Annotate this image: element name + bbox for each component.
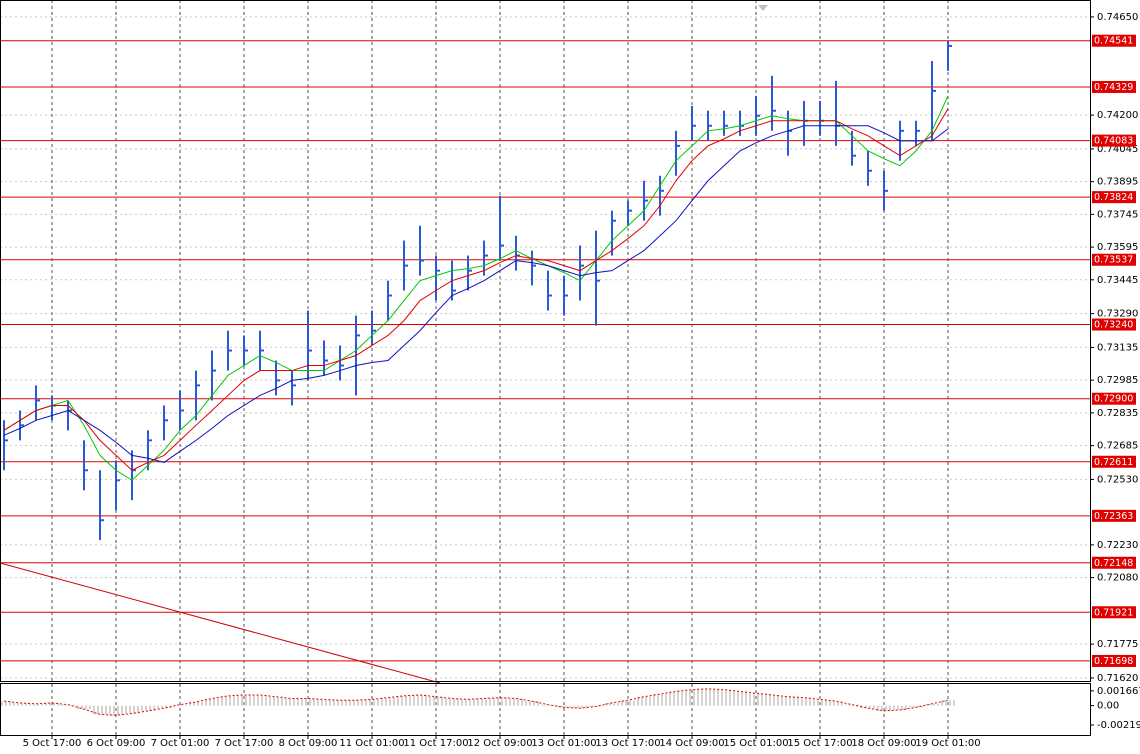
x-tick-label: 7 Oct 17:00 xyxy=(215,738,274,749)
y-tick-label: 0.74200 xyxy=(1097,110,1138,121)
moving-average xyxy=(3,95,949,481)
level-tag xyxy=(1092,509,1136,522)
oscillator-line xyxy=(3,688,949,716)
level-label: 0.74541 xyxy=(1094,36,1133,47)
level-label: 0.71921 xyxy=(1094,607,1133,618)
oscillator-frame xyxy=(0,683,1091,736)
y-tick-label: 0.71620 xyxy=(1097,673,1138,684)
y-tick-label: 0.72230 xyxy=(1097,540,1138,551)
y-tick-label: 0.72080 xyxy=(1097,573,1138,584)
level-tag xyxy=(1092,253,1136,266)
x-tick-label: 13 Oct 17:00 xyxy=(595,738,660,749)
scroll-marker xyxy=(758,5,768,11)
level-label: 0.73824 xyxy=(1094,192,1133,203)
x-tick-label: 14 Oct 09:00 xyxy=(659,738,724,749)
x-tick-label: 11 Oct 17:00 xyxy=(403,738,468,749)
y-tick-label: 0.73135 xyxy=(1097,342,1138,353)
level-tag xyxy=(1092,606,1136,619)
level-tag xyxy=(1092,654,1136,667)
x-tick-label: 15 Oct 17:00 xyxy=(787,738,852,749)
x-tick-label: 6 Oct 09:00 xyxy=(87,738,146,749)
level-tag xyxy=(1092,392,1136,405)
x-tick-label: 5 Oct 17:00 xyxy=(23,738,82,749)
level-tag xyxy=(1092,34,1136,47)
x-tick-label: 18 Oct 09:00 xyxy=(851,738,916,749)
level-tag xyxy=(1092,556,1136,569)
oscillator-tick-label: 0.00 xyxy=(1097,701,1119,712)
x-tick-label: 8 Oct 09:00 xyxy=(279,738,338,749)
y-tick-label: 0.72835 xyxy=(1097,408,1138,419)
x-tick-label: 12 Oct 09:00 xyxy=(467,738,532,749)
level-label: 0.72148 xyxy=(1094,558,1133,569)
y-tick-label: 0.73290 xyxy=(1097,309,1138,320)
x-tick-label: 11 Oct 01:00 xyxy=(339,738,404,749)
y-tick-label: 0.73445 xyxy=(1097,275,1138,286)
y-tick-label: 0.73895 xyxy=(1097,177,1138,188)
y-tick-label: 0.72530 xyxy=(1097,474,1138,485)
y-tick-label: 0.73595 xyxy=(1097,242,1138,253)
y-tick-label: 0.72685 xyxy=(1097,441,1138,452)
oscillator-tick-label: 0.001667 xyxy=(1097,686,1140,697)
level-label: 0.72900 xyxy=(1094,394,1133,405)
x-tick-label: 13 Oct 01:00 xyxy=(531,738,596,749)
level-tag xyxy=(1092,455,1136,468)
level-label: 0.72363 xyxy=(1094,511,1133,522)
trend-line xyxy=(0,562,441,684)
level-tag xyxy=(1092,318,1136,331)
moving-average xyxy=(3,125,949,463)
level-label: 0.73240 xyxy=(1094,320,1133,331)
y-tick-label: 0.74650 xyxy=(1097,12,1138,23)
marks xyxy=(0,40,1090,716)
y-tick-label: 0.72985 xyxy=(1097,375,1138,386)
labels: 0.74650 0.74200 0.74045 0.73895 0.73745 0.735… xyxy=(23,12,1140,749)
level-label: 0.74329 xyxy=(1094,82,1133,93)
level-label: 0.72611 xyxy=(1094,457,1133,468)
oscillator-tick-label: -0.002197 xyxy=(1097,720,1140,731)
moving-average xyxy=(3,108,949,471)
level-tag xyxy=(1092,80,1136,93)
y-tick-label: 0.71775 xyxy=(1097,639,1138,650)
level-label: 0.74083 xyxy=(1094,136,1133,147)
level-label: 0.73537 xyxy=(1094,255,1133,266)
y-tick-label: 0.74045 xyxy=(1097,144,1138,155)
x-tick-label: 15 Oct 01:00 xyxy=(723,738,788,749)
level-tag xyxy=(1092,134,1136,147)
x-tick-label: 7 Oct 01:00 xyxy=(151,738,210,749)
grid xyxy=(0,0,1090,735)
y-tick-label: 0.73745 xyxy=(1097,209,1138,220)
main-frame xyxy=(0,0,1091,682)
level-tag xyxy=(1092,191,1136,204)
level-label: 0.71698 xyxy=(1094,656,1133,667)
x-tick-label: 19 Oct 01:00 xyxy=(915,738,980,749)
